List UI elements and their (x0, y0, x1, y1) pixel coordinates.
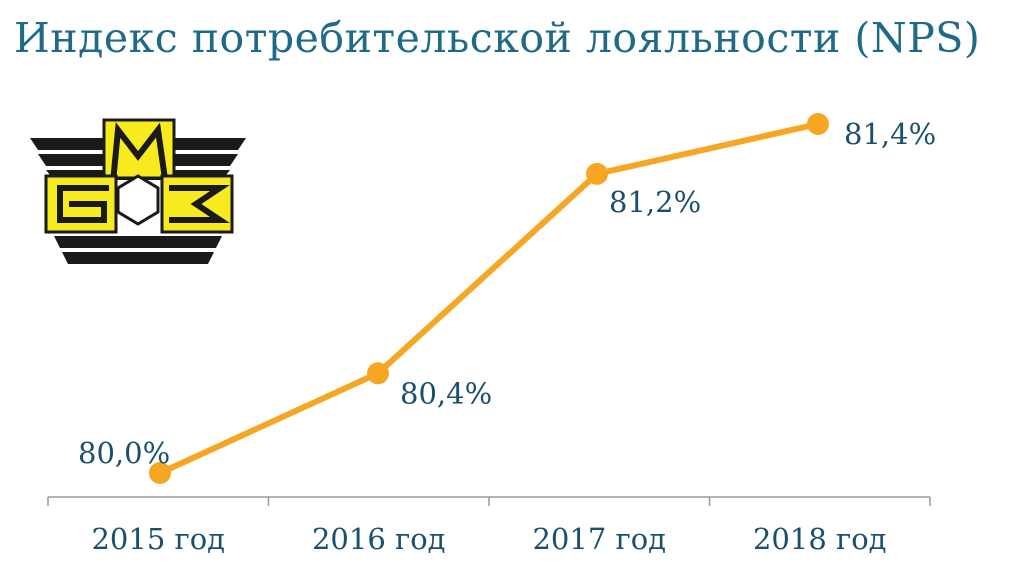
x-tick-label: 2015 год (91, 522, 225, 556)
x-tick-label: 2017 год (532, 522, 666, 556)
data-label: 80,4% (400, 376, 492, 410)
data-point (586, 162, 608, 185)
data-point (149, 462, 171, 484)
bmz-logo (30, 118, 246, 264)
series-line (158, 121, 819, 476)
data-point (367, 362, 389, 385)
x-tick-label: 2018 год (753, 522, 887, 556)
data-label: 80,0% (78, 436, 170, 470)
data-point (807, 113, 829, 135)
data-label: 81,4% (844, 117, 936, 151)
x-tick-label: 2016 год (312, 522, 446, 556)
logo-letters (57, 122, 230, 223)
data-label: 81,2% (609, 185, 701, 219)
chart-title: Индекс потребительской лояльности (NPS) (14, 14, 981, 62)
